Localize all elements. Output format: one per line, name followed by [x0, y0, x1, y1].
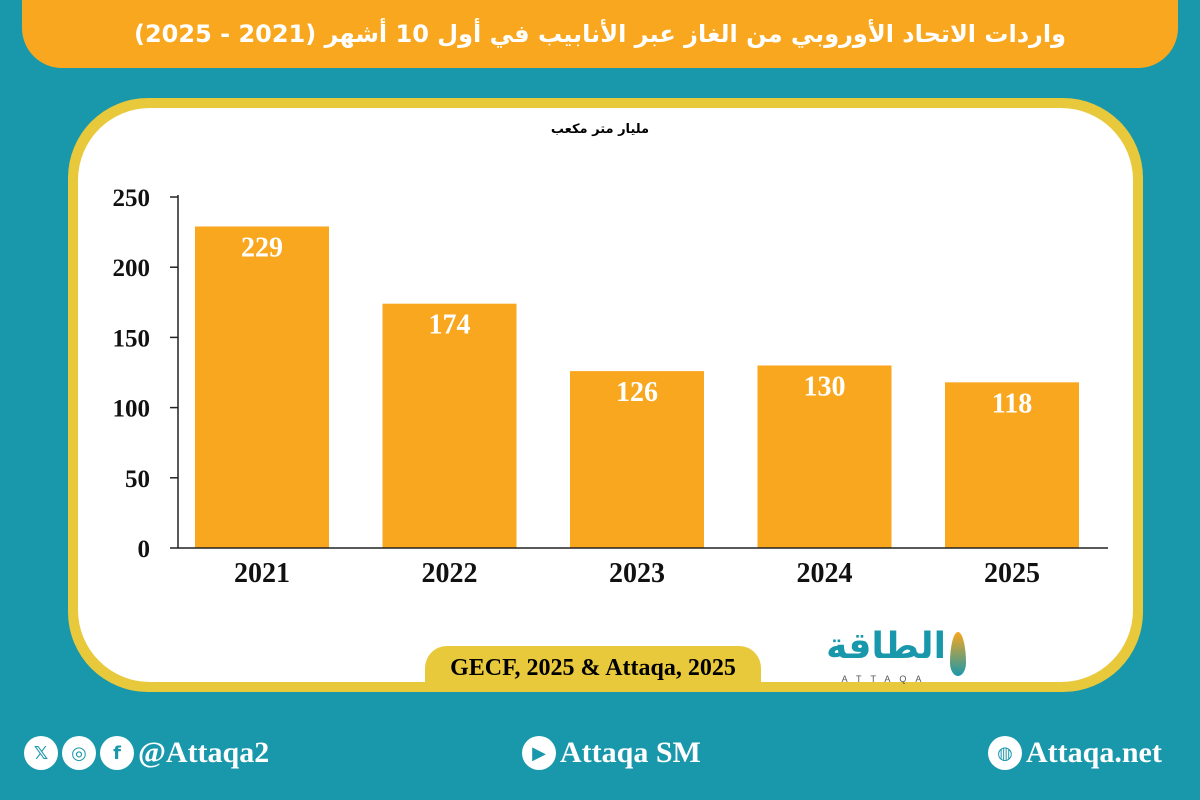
- website-link[interactable]: ◍ Attaqa.net: [988, 733, 1162, 773]
- website-url[interactable]: Attaqa.net: [1026, 736, 1162, 769]
- data-label: 130: [804, 371, 846, 402]
- x-tick-label: 2021: [234, 558, 290, 589]
- logo-latin: ATTAQA: [841, 674, 931, 684]
- logo-arabic: الطاقة: [826, 626, 946, 667]
- data-label: 118: [992, 388, 1032, 419]
- attaqa-logo: الطاقة ATTAQA: [826, 626, 966, 686]
- y-tick-label: 0: [138, 536, 151, 563]
- drop-icon: [950, 632, 966, 676]
- instagram-icon[interactable]: ◎: [62, 736, 96, 770]
- bar-2024: [757, 365, 892, 548]
- x-tick-label: 2023: [609, 558, 665, 589]
- data-label: 126: [616, 377, 658, 408]
- youtube-handle[interactable]: Attaqa SM: [560, 736, 701, 769]
- bar-2022: [382, 303, 517, 548]
- facebook-icon[interactable]: f: [100, 736, 134, 770]
- bar-2023: [570, 371, 704, 548]
- data-label: 229: [241, 232, 283, 263]
- social-links[interactable]: 𝕏 ◎ f @Attaqa2: [24, 733, 269, 773]
- chart-title: واردات الاتحاد الأوروبي من الغاز عبر الأ…: [134, 20, 1067, 48]
- bar-2021: [195, 226, 329, 548]
- youtube-icon[interactable]: ▶: [522, 736, 556, 770]
- x-tick-label: 2022: [422, 558, 478, 589]
- x-tick-label: 2024: [797, 558, 853, 589]
- source-label: GECF, 2025 & Attaqa, 2025: [425, 646, 761, 692]
- globe-icon[interactable]: ◍: [988, 736, 1022, 770]
- data-label: 174: [429, 310, 471, 341]
- youtube-link[interactable]: ▶ Attaqa SM: [522, 733, 701, 773]
- y-tick-label: 100: [113, 396, 151, 423]
- title-bar: [22, 0, 1178, 68]
- y-tick-label: 150: [113, 325, 151, 352]
- y-tick-label: 50: [125, 466, 150, 493]
- x-icon[interactable]: 𝕏: [24, 736, 58, 770]
- y-tick-label: 200: [113, 255, 151, 282]
- social-handle[interactable]: @Attaqa2: [138, 736, 270, 769]
- y-axis-unit: مليار متر مكعب: [550, 122, 650, 137]
- y-tick-label: 250: [113, 185, 151, 212]
- bar-2025: [945, 382, 1079, 548]
- x-tick-label: 2025: [984, 558, 1040, 589]
